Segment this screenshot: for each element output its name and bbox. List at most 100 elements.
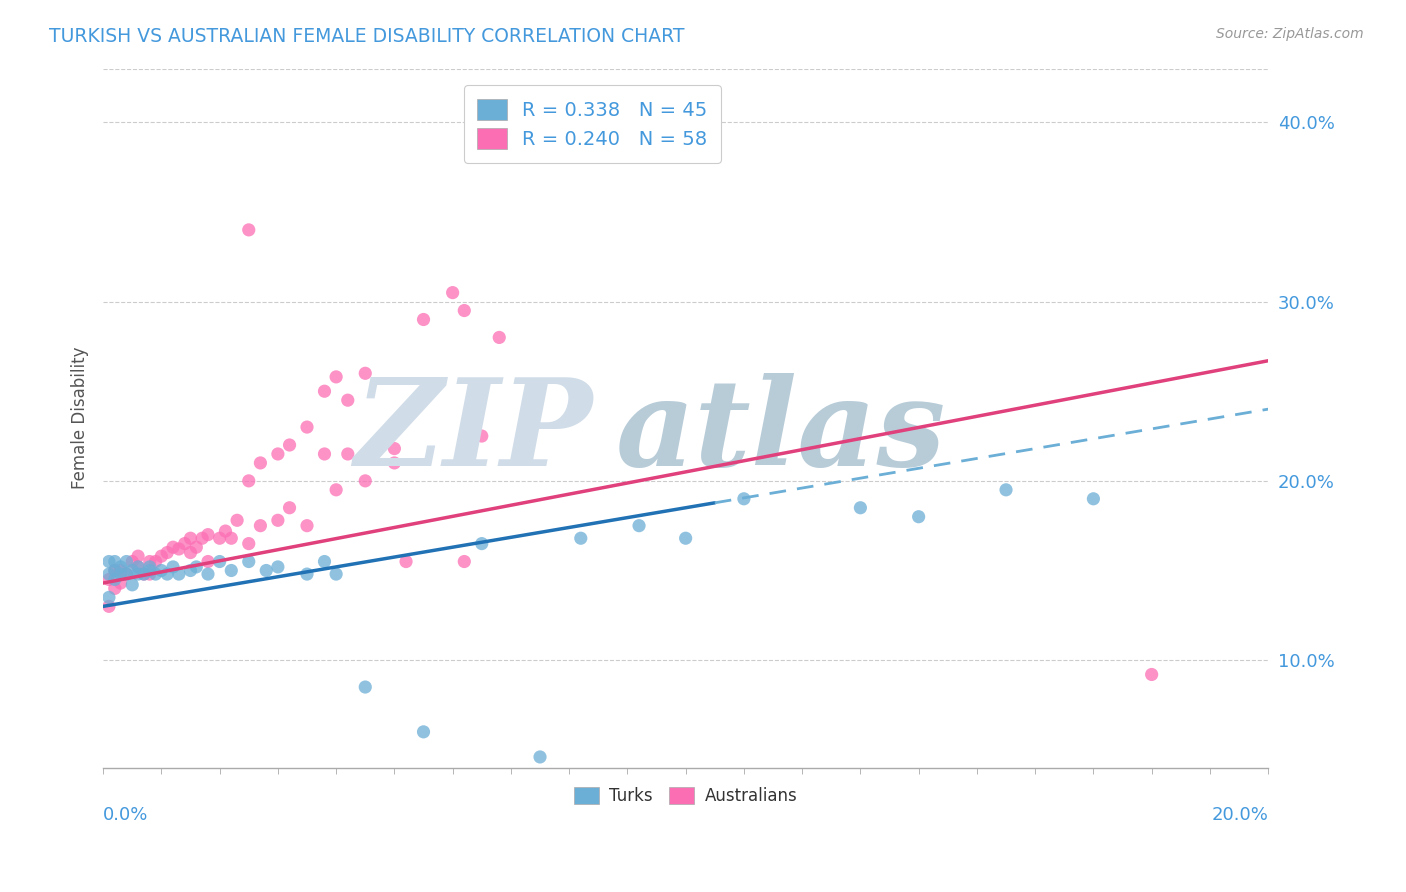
Point [115, 567, 138, 582]
Point [173, 536, 195, 550]
Point [97, 555, 120, 569]
Point [127, 549, 149, 563]
Point [110, 560, 132, 574]
Point [238, 223, 260, 237]
Point [162, 540, 184, 554]
Point [336, 447, 359, 461]
Point [295, 518, 318, 533]
Text: TURKISH VS AUSTRALIAN FEMALE DISABILITY CORRELATION CHART: TURKISH VS AUSTRALIAN FEMALE DISABILITY … [49, 27, 685, 45]
Point [995, 483, 1018, 497]
Point [121, 578, 143, 592]
Point [238, 536, 260, 550]
Text: Source: ZipAtlas.com: Source: ZipAtlas.com [1216, 27, 1364, 41]
Point [267, 560, 290, 574]
Point [138, 555, 160, 569]
Point [453, 303, 475, 318]
Point [104, 555, 127, 569]
Point [127, 560, 149, 574]
Point [254, 564, 277, 578]
Text: ZIP: ZIP [354, 373, 592, 491]
Point [471, 429, 494, 443]
Point [267, 513, 290, 527]
Point [110, 576, 132, 591]
Point [97, 573, 120, 587]
Point [115, 555, 138, 569]
Point [354, 680, 377, 694]
Point [138, 560, 160, 574]
Point [145, 555, 167, 569]
Point [127, 567, 149, 582]
Point [214, 524, 236, 538]
Point [453, 555, 475, 569]
Point [104, 582, 127, 596]
Point [314, 447, 336, 461]
Point [849, 500, 872, 515]
Point [138, 564, 160, 578]
Point [127, 560, 149, 574]
Point [249, 456, 271, 470]
Point [226, 513, 249, 527]
Point [733, 491, 755, 506]
Point [150, 564, 173, 578]
Point [412, 724, 434, 739]
Legend: Turks, Australians: Turks, Australians [568, 780, 804, 812]
Point [384, 442, 406, 456]
Point [628, 518, 651, 533]
Point [314, 555, 336, 569]
Point [295, 420, 318, 434]
Point [156, 567, 179, 582]
Y-axis label: Female Disability: Female Disability [72, 347, 89, 490]
Point [132, 567, 155, 582]
Point [907, 509, 929, 524]
Point [104, 573, 127, 587]
Point [132, 567, 155, 582]
Point [179, 545, 201, 559]
Point [97, 599, 120, 614]
Point [115, 567, 138, 582]
Point [156, 545, 179, 559]
Point [325, 370, 347, 384]
Point [249, 518, 271, 533]
Point [145, 567, 167, 582]
Point [186, 540, 208, 554]
Point [197, 567, 219, 582]
Point [121, 555, 143, 569]
Point [197, 527, 219, 541]
Point [441, 285, 464, 300]
Point [384, 456, 406, 470]
Point [267, 447, 290, 461]
Point [197, 555, 219, 569]
Point [238, 555, 260, 569]
Point [162, 560, 184, 574]
Point [97, 591, 120, 605]
Point [104, 564, 127, 578]
Point [104, 564, 127, 578]
Point [314, 384, 336, 399]
Point [354, 366, 377, 380]
Point [208, 531, 231, 545]
Point [167, 567, 190, 582]
Point [208, 555, 231, 569]
Point [529, 750, 551, 764]
Point [278, 438, 301, 452]
Point [325, 567, 347, 582]
Point [1140, 667, 1163, 681]
Text: 20.0%: 20.0% [1212, 806, 1268, 824]
Point [354, 474, 377, 488]
Point [110, 564, 132, 578]
Point [219, 531, 242, 545]
Point [412, 312, 434, 326]
Point [110, 567, 132, 582]
Point [191, 531, 214, 545]
Point [138, 567, 160, 582]
Point [336, 393, 359, 408]
Point [325, 483, 347, 497]
Point [1083, 491, 1105, 506]
Point [278, 500, 301, 515]
Point [675, 531, 697, 545]
Point [488, 330, 510, 344]
Point [150, 549, 173, 563]
Point [97, 567, 120, 582]
Point [179, 564, 201, 578]
Point [121, 564, 143, 578]
